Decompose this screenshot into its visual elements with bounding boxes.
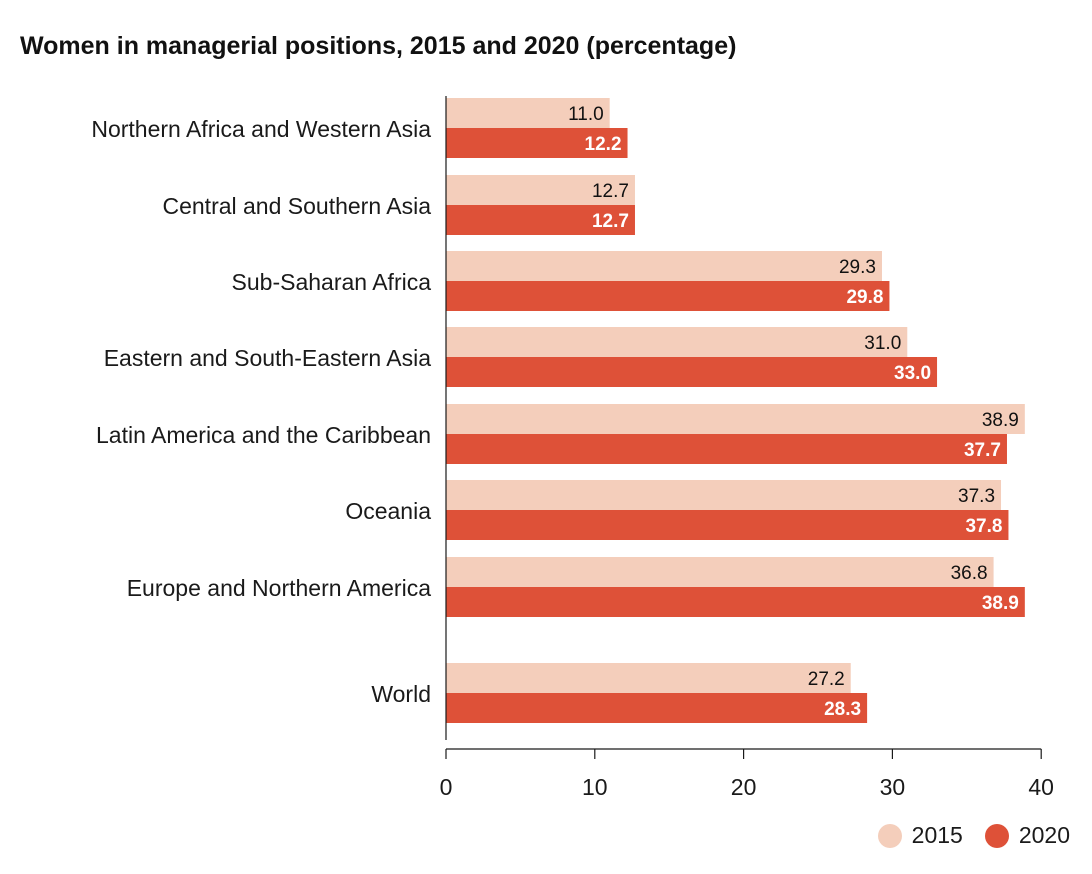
- bar-2020-eastern-and-south-eastern-asia: [446, 357, 938, 387]
- bar-2015-central-and-southern-asia: [446, 175, 635, 205]
- legend-label-2015: 2015: [911, 822, 963, 848]
- bar-2020-central-and-southern-asia: [446, 205, 635, 235]
- bar-2020-latin-america-and-the-caribbean: [446, 434, 1007, 464]
- bar-2020-sub-saharan-africa: [446, 281, 890, 311]
- value-label-2020-eastern-and-south-eastern-asia: 33.0: [894, 363, 931, 384]
- value-label-2015-world: 27.2: [808, 669, 845, 690]
- legend-swatch-2015: [877, 823, 902, 848]
- legend-item-2020: 2020: [984, 822, 1070, 849]
- x-tick-label-0: 0: [440, 774, 453, 800]
- legend-label-2020: 2020: [1018, 822, 1070, 848]
- bar-2020-world: [446, 693, 868, 723]
- value-label-2020-sub-saharan-africa: 29.8: [846, 287, 883, 308]
- value-label-2020-latin-america-and-the-caribbean: 37.7: [964, 440, 1001, 461]
- value-label-2015-central-and-southern-asia: 12.7: [592, 181, 629, 202]
- category-label-latin-america-and-the-caribbean: Latin America and the Caribbean: [96, 422, 431, 448]
- category-label-sub-saharan-africa: Sub-Saharan Africa: [232, 269, 432, 295]
- value-label-2015-europe-and-northern-america: 36.8: [951, 563, 988, 584]
- bar-2015-world: [446, 663, 851, 693]
- x-tick-label-40: 40: [1028, 774, 1054, 800]
- category-label-northern-africa-and-western-asia: Northern Africa and Western Asia: [91, 116, 431, 142]
- category-label-world: World: [371, 681, 431, 707]
- value-label-2020-northern-africa-and-western-asia: 12.2: [585, 134, 622, 155]
- bar-2015-northern-africa-and-western-asia: [446, 98, 610, 128]
- value-label-2015-oceania: 37.3: [958, 486, 995, 507]
- legend: 2015 2020: [856, 822, 1070, 849]
- bar-2015-latin-america-and-the-caribbean: [446, 404, 1025, 434]
- value-label-2015-northern-africa-and-western-asia: 11.0: [568, 104, 604, 125]
- category-label-eastern-and-south-eastern-asia: Eastern and South-Eastern Asia: [104, 345, 432, 371]
- value-label-2020-oceania: 37.8: [965, 516, 1002, 537]
- x-tick-label-10: 10: [582, 774, 608, 800]
- value-label-2020-central-and-southern-asia: 12.7: [592, 211, 629, 232]
- category-label-europe-and-northern-america: Europe and Northern America: [127, 575, 431, 601]
- bar-2015-eastern-and-south-eastern-asia: [446, 327, 908, 357]
- value-label-2020-europe-and-northern-america: 38.9: [982, 593, 1019, 614]
- value-label-2015-eastern-and-south-eastern-asia: 31.0: [864, 333, 901, 354]
- legend-swatch-2020: [984, 823, 1009, 848]
- bar-2015-oceania: [446, 480, 1002, 510]
- chart-title: Women in managerial positions, 2015 and …: [20, 32, 737, 60]
- category-label-oceania: Oceania: [345, 498, 431, 524]
- x-tick-label-20: 20: [731, 774, 757, 800]
- x-tick-label-30: 30: [880, 774, 906, 800]
- value-label-2015-latin-america-and-the-caribbean: 38.9: [982, 410, 1019, 431]
- legend-item-2015: 2015: [877, 822, 963, 849]
- bar-2015-europe-and-northern-america: [446, 557, 994, 587]
- bar-2020-northern-africa-and-western-asia: [446, 128, 628, 158]
- value-label-2020-world: 28.3: [824, 699, 861, 720]
- bar-2020-oceania: [446, 510, 1009, 540]
- bar-2020-europe-and-northern-america: [446, 587, 1025, 617]
- category-label-central-and-southern-asia: Central and Southern Asia: [162, 193, 431, 219]
- bar-2015-sub-saharan-africa: [446, 251, 882, 281]
- value-label-2015-sub-saharan-africa: 29.3: [839, 257, 876, 278]
